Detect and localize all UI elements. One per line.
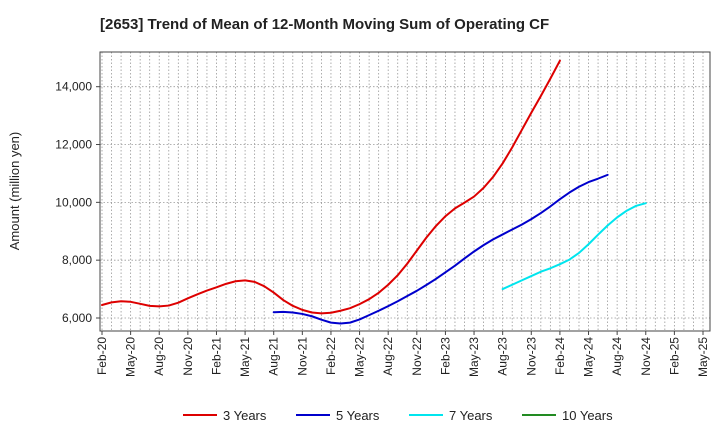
legend-label: 10 Years [562,408,613,423]
x-tick-label: Feb-22 [324,337,338,375]
x-tick-label: Aug-24 [610,337,624,376]
x-tick-label: Aug-23 [496,337,510,376]
y-axis-label: Amount (million yen) [7,132,22,251]
x-tick-label: Nov-24 [639,337,653,376]
y-tick-label: 10,000 [55,195,92,209]
x-tick-label: May-25 [696,337,710,377]
y-tick-label: 12,000 [55,138,92,152]
x-tick-label: May-20 [124,337,138,377]
x-tick-label: Feb-20 [95,337,109,375]
x-tick-label: Nov-21 [295,337,309,376]
x-tick-label: Aug-20 [152,337,166,376]
y-tick-label: 6,000 [62,311,92,325]
y-tick-labels: 6,000 8,000 10,000 12,000 14,000 [55,80,100,325]
plot-frame [99,51,711,332]
series-line [272,173,609,325]
legend: 3 Years 5 Years 7 Years 10 Years [183,408,613,423]
chart-title: [2653] Trend of Mean of 12-Month Moving … [100,16,549,33]
series-lines [101,59,647,325]
x-tick-label: Aug-22 [381,337,395,376]
y-tick-label: 8,000 [62,253,92,267]
x-tick-label: May-21 [238,337,252,377]
x-tick-label: Nov-22 [410,337,424,376]
x-tick-label: Feb-23 [438,337,452,375]
x-tick-label: Feb-21 [209,337,223,375]
legend-label: 5 Years [336,408,380,423]
x-tick-label: Aug-21 [267,337,281,376]
x-tick-label: May-23 [467,337,481,377]
x-tick-label: Feb-25 [667,337,681,375]
y-tick-label: 14,000 [55,80,92,94]
x-tick-label: Nov-20 [181,337,195,376]
x-tick-labels: Feb-20 May-20 Aug-20 Nov-20 Feb-21 May-21 Aug-… [95,331,710,377]
series-line [501,202,647,291]
x-tick-label: May-22 [353,337,367,377]
x-tick-label: Nov-23 [524,337,538,376]
x-tick-label: May-24 [582,337,596,377]
x-tick-label: Feb-24 [553,337,567,375]
legend-label: 7 Years [449,408,493,423]
series-line [101,59,561,315]
grid [100,52,710,331]
legend-label: 3 Years [223,408,267,423]
